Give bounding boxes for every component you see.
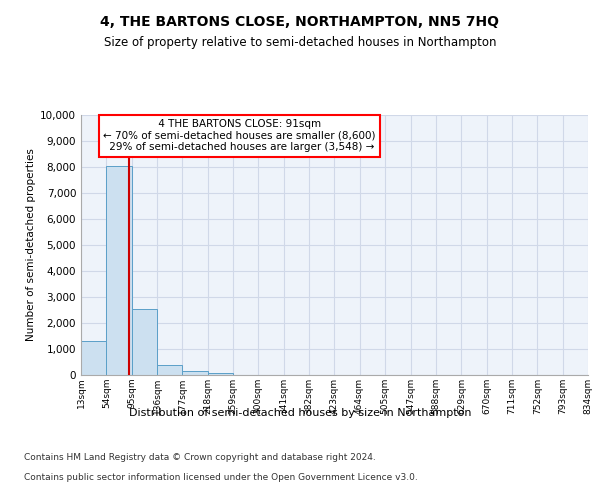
Text: Contains HM Land Registry data © Crown copyright and database right 2024.: Contains HM Land Registry data © Crown c… [24,453,376,462]
Bar [208,372,233,375]
Y-axis label: Number of semi-detached properties: Number of semi-detached properties [26,148,36,342]
Text: 4 THE BARTONS CLOSE: 91sqm 
← 70% of semi-detached houses are smaller (8,600)
 2: 4 THE BARTONS CLOSE: 91sqm ← 70% of semi… [103,119,376,152]
Bar [81,341,106,375]
Text: Distribution of semi-detached houses by size in Northampton: Distribution of semi-detached houses by … [129,408,471,418]
Text: Contains public sector information licensed under the Open Government Licence v3: Contains public sector information licen… [24,473,418,482]
Text: 4, THE BARTONS CLOSE, NORTHAMPTON, NN5 7HQ: 4, THE BARTONS CLOSE, NORTHAMPTON, NN5 7… [101,16,499,30]
Bar [182,371,208,375]
Bar [106,166,131,375]
Bar [157,365,182,375]
Bar [131,310,157,375]
Text: Size of property relative to semi-detached houses in Northampton: Size of property relative to semi-detach… [104,36,496,49]
